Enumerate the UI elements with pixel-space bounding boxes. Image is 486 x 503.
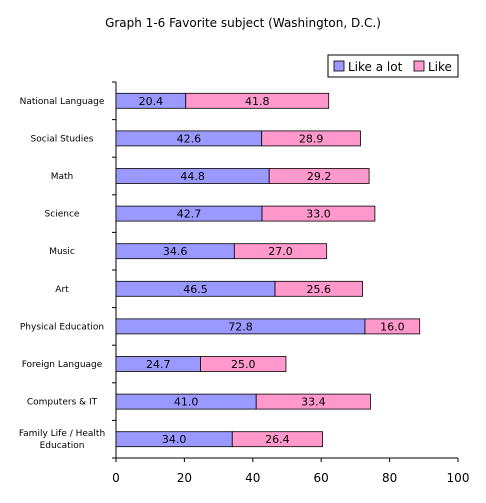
category-label: Computers & IT	[27, 398, 98, 408]
data-label: 72.8	[228, 320, 253, 333]
data-label: 27.0	[268, 245, 293, 258]
category-label: Music	[49, 247, 75, 257]
legend-label: Like a lot	[348, 60, 403, 74]
data-label: 34.0	[162, 433, 187, 446]
legend-swatch	[333, 60, 345, 72]
legend: Like a lot Like	[327, 54, 459, 78]
bar-segment-like	[274, 280, 363, 297]
plot-area: 0 20 40 60 80 100 National Language 20.4 41.8 Soc…	[19, 81, 470, 485]
legend-label: Like	[428, 60, 452, 74]
bar-segment-like	[185, 92, 330, 109]
legend-swatch	[413, 60, 425, 72]
data-label: 34.6	[163, 245, 188, 258]
category-label: Education	[40, 441, 85, 451]
bar-segment-like	[200, 356, 287, 372]
data-label: 28.9	[299, 132, 324, 145]
category-label: Physical Education	[20, 322, 104, 332]
x-tick-label: 80	[382, 471, 397, 485]
data-label: 46.5	[183, 283, 208, 296]
data-label: 25.6	[307, 283, 332, 296]
data-label: 44.8	[180, 170, 205, 183]
data-label: 24.7	[146, 358, 171, 371]
category-label: Science	[45, 210, 80, 220]
bar-segment-like	[231, 431, 323, 448]
data-label: 20.4	[139, 95, 164, 108]
bar-segment-like	[255, 393, 371, 410]
category-label: Foreign Language	[22, 360, 103, 370]
x-tick-label: 60	[314, 471, 329, 485]
x-tick-label: 0	[112, 471, 120, 485]
data-label: 33.4	[301, 396, 326, 409]
category-label: Social Studies	[31, 134, 94, 144]
data-label: 42.7	[177, 208, 202, 221]
category-label: Art	[55, 285, 69, 295]
category-label: Family Life / Health	[19, 429, 105, 439]
legend-box	[327, 54, 459, 78]
bar-segment-like	[364, 318, 421, 335]
bar-segment-like	[261, 205, 376, 222]
x-tick-label: 100	[447, 471, 470, 485]
bar-segment-like	[268, 168, 370, 184]
category-label: National Language	[20, 97, 105, 107]
category-label: Math	[51, 172, 74, 182]
data-label: 42.6	[177, 132, 202, 145]
x-tick-label: 20	[177, 471, 192, 485]
x-tick-label: 40	[245, 471, 260, 485]
data-label: 33.0	[306, 208, 331, 221]
bar-segment-like	[261, 130, 361, 147]
data-label: 41.0	[174, 396, 199, 409]
data-label: 29.2	[307, 170, 332, 183]
data-label: 41.8	[245, 95, 270, 108]
chart-title: Graph 1-6 Favorite subject (Washington, …	[105, 16, 381, 30]
data-label: 25.0	[231, 358, 256, 371]
data-label: 16.0	[380, 320, 405, 333]
bar-segment-like	[233, 243, 328, 260]
data-label: 26.4	[265, 433, 290, 446]
